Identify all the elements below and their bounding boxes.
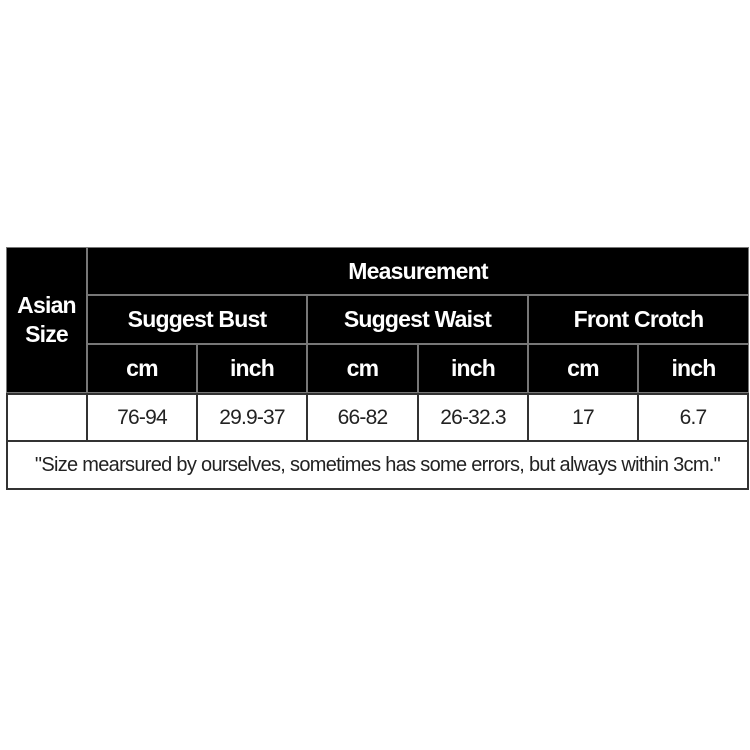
- value-cell: 66-82: [306, 393, 419, 442]
- value-cell: 6.7: [637, 393, 749, 442]
- value-cell: 76-94: [86, 393, 198, 442]
- value-cell: 17: [527, 393, 639, 442]
- crotch-header: Front Crotch: [528, 295, 749, 344]
- asian-size-header: Asian Size: [6, 247, 87, 393]
- unit-header: inch: [197, 344, 307, 393]
- size-cell: [6, 393, 88, 442]
- value-cell: 26-32.3: [417, 393, 529, 442]
- unit-header: inch: [638, 344, 749, 393]
- unit-header: cm: [307, 344, 418, 393]
- measurement-note: "Size mearsured by ourselves, sometimes …: [6, 440, 749, 490]
- unit-header: cm: [528, 344, 638, 393]
- unit-header: cm: [87, 344, 197, 393]
- unit-header: inch: [418, 344, 528, 393]
- bust-header: Suggest Bust: [87, 295, 307, 344]
- waist-header: Suggest Waist: [307, 295, 528, 344]
- measurement-header: Measurement: [87, 247, 749, 295]
- value-cell: 29.9-37: [196, 393, 308, 442]
